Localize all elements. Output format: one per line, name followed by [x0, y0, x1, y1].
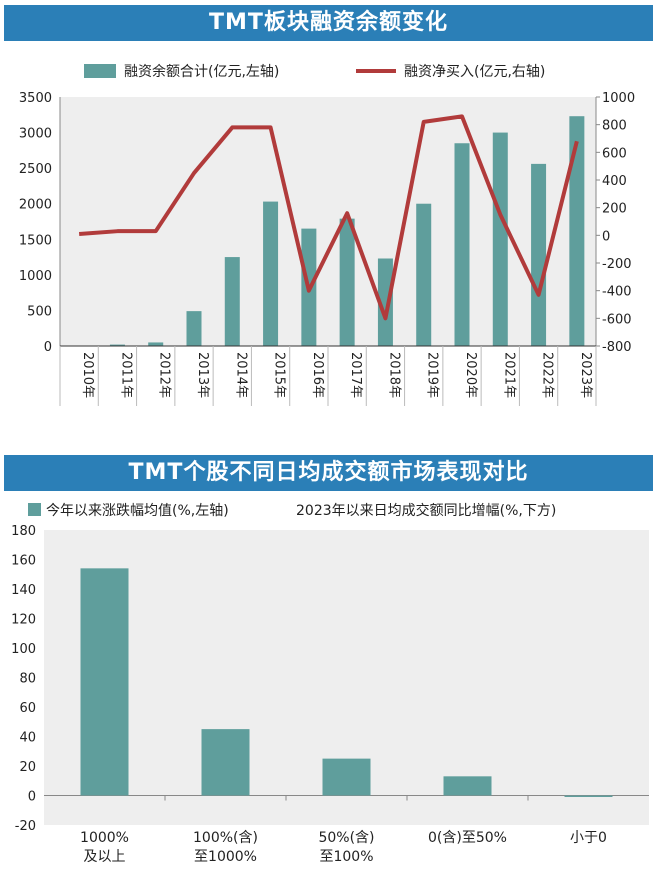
performance-chart: 今年以来涨跌幅均值(%,左轴) 2023年以来日均成交额同比增幅(%,下方) -20…	[4, 495, 653, 875]
x-tick-label: 2010年	[80, 352, 95, 398]
x-tick-line: 至100%	[319, 849, 373, 865]
x-tick-line: 至1000%	[194, 849, 257, 865]
legend-line-label: 融资净买入(亿元,右轴)	[404, 64, 545, 80]
x-tick-line: 0(含)至50%	[428, 830, 507, 846]
x-caption: 2023年以来日均成交额同比增幅(%,下方)	[296, 502, 556, 519]
x-tick-line: 50%(含)	[318, 830, 374, 846]
right-tick-label: -400	[602, 285, 632, 300]
right-tick-label: 400	[602, 174, 627, 189]
right-tick-label: -200	[602, 257, 632, 272]
x-tick-label: 50%(含) 至100%	[318, 830, 374, 865]
x-tick-label: 2015年	[272, 352, 287, 398]
bar-2017年	[340, 219, 355, 346]
left-tick-label: 3000	[19, 127, 52, 142]
chart2-panel: 今年以来涨跌幅均值(%,左轴) 2023年以来日均成交额同比增幅(%,下方) -20…	[4, 495, 653, 875]
x-tick-label: 2013年	[195, 352, 210, 398]
x-tick-label: 小于0	[570, 830, 607, 846]
bar-2014年	[225, 257, 240, 346]
right-tick-label: -600	[602, 312, 632, 327]
y-tick-label: 60	[19, 701, 36, 716]
left-tick-label: 0	[44, 340, 52, 355]
bar-2020年	[455, 143, 470, 346]
y-tick-label: 40	[19, 731, 36, 746]
legend-bar-swatch	[28, 503, 41, 516]
chart1-title: TMT板块融资余额变化	[4, 5, 653, 41]
x-tick-label: 2019年	[425, 352, 440, 398]
y-tick-label: 140	[11, 583, 36, 598]
left-tick-label: 3500	[19, 91, 52, 106]
right-tick-label: 200	[602, 202, 627, 217]
x-tick-label: 2022年	[540, 352, 555, 398]
left-tick-label: 1500	[19, 233, 52, 248]
y-tick-label: 120	[11, 613, 36, 628]
x-tick-line: 小于0	[570, 830, 607, 846]
left-tick-label: 2000	[19, 198, 52, 213]
y-tick-label: 20	[19, 760, 36, 775]
left-tick-label: 500	[27, 304, 52, 319]
bar-2	[323, 759, 371, 796]
bar-2023年	[569, 116, 584, 346]
x-tick-label: 2018年	[386, 352, 401, 398]
bar-2022年	[531, 164, 546, 346]
bar-1	[202, 729, 250, 795]
bar-2021年	[493, 133, 508, 346]
x-tick-label: 2021年	[501, 352, 516, 398]
bar-2012年	[148, 342, 163, 346]
right-tick-label: 600	[602, 146, 627, 161]
x-tick-label: 2011年	[118, 352, 133, 398]
x-tick-label: 0(含)至50%	[428, 830, 507, 846]
left-tick-label: 1000	[19, 269, 52, 284]
x-tick-label: 100%(含) 至1000%	[193, 830, 258, 865]
bar-2013年	[187, 311, 202, 346]
plot-area	[60, 97, 596, 346]
bar-3	[444, 776, 492, 795]
x-tick-label: 1000% 及以上	[80, 830, 129, 865]
x-tick-line: 1000%	[80, 830, 129, 846]
right-tick-label: 1000	[602, 91, 635, 106]
x-tick-label: 2012年	[157, 352, 172, 398]
right-tick-label: -800	[602, 340, 632, 355]
right-tick-label: 800	[602, 119, 627, 134]
x-tick-label: 2020年	[463, 352, 478, 398]
bar-2015年	[263, 202, 278, 346]
left-tick-label: 2500	[19, 162, 52, 177]
x-tick-label: 2016年	[310, 352, 325, 398]
x-tick-label: 2014年	[233, 352, 248, 398]
y-tick-label: 0	[28, 790, 36, 805]
y-tick-label: -20	[15, 819, 36, 834]
financing-chart: 融资余额合计(亿元,左轴) 融资净买入(亿元,右轴) 0 500 1000 1500 200…	[4, 45, 653, 425]
x-tick-line: 100%(含)	[193, 830, 258, 846]
y-tick-label: 100	[11, 642, 36, 657]
bar-0	[81, 568, 129, 795]
legend-bar-label: 融资余额合计(亿元,左轴)	[124, 63, 279, 80]
x-tick-label: 2017年	[348, 352, 363, 398]
legend-bar-label: 今年以来涨跌幅均值(%,左轴)	[46, 503, 229, 519]
x-tick-label: 2023年	[578, 352, 593, 398]
bar-2019年	[416, 204, 431, 346]
bar-4	[565, 796, 613, 798]
legend-bar-swatch	[84, 64, 116, 78]
x-tick-line: 及以上	[84, 849, 126, 865]
chart1-panel: 融资余额合计(亿元,左轴) 融资净买入(亿元,右轴) 0 500 1000 1500 200…	[4, 45, 653, 425]
y-tick-label: 180	[11, 524, 36, 539]
chart2-title: TMT个股不同日均成交额市场表现对比	[4, 455, 653, 491]
right-tick-label: 0	[602, 229, 610, 244]
y-tick-label: 160	[11, 554, 36, 569]
y-tick-label: 80	[19, 672, 36, 687]
